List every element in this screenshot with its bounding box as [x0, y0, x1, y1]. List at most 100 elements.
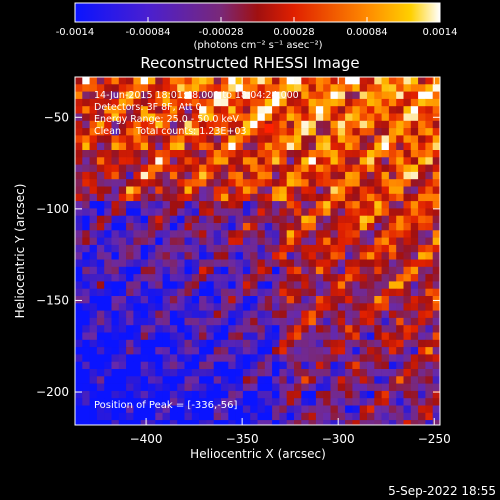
heatmap-cell	[345, 150, 353, 158]
heatmap-cell	[104, 332, 112, 341]
heatmap-cell	[206, 223, 214, 231]
heatmap-cell	[82, 303, 90, 311]
y-tick-label: −50	[44, 110, 69, 124]
heatmap-cell	[330, 252, 339, 260]
heatmap-cell	[235, 77, 244, 85]
heatmap-cell	[162, 296, 171, 304]
heatmap-cell	[367, 274, 375, 282]
heatmap-cell	[148, 303, 156, 311]
heatmap-cell	[396, 390, 404, 399]
heatmap-cell	[315, 296, 324, 304]
heatmap-cell	[279, 201, 287, 209]
colorbar-tick-label: 0.0014	[423, 27, 458, 38]
heatmap-cell	[388, 77, 397, 85]
heatmap-cell	[118, 347, 127, 355]
heatmap-cell	[206, 412, 214, 421]
heatmap-cell	[118, 274, 127, 282]
heatmap-cell	[118, 332, 127, 341]
heatmap-cell	[352, 288, 360, 297]
heatmap-cell	[396, 266, 404, 275]
heatmap-cell	[352, 157, 360, 165]
heatmap-cell	[96, 405, 105, 414]
heatmap-cell	[264, 398, 273, 406]
heatmap-cell	[432, 179, 440, 187]
heatmap-cell	[184, 274, 193, 282]
heatmap-cell	[206, 201, 214, 209]
heatmap-cell	[396, 230, 404, 238]
heatmap-cell	[388, 317, 397, 326]
heatmap-cell	[345, 128, 353, 136]
heatmap-cell	[104, 252, 112, 260]
heatmap-cell	[294, 230, 302, 238]
heatmap-cell	[177, 252, 185, 260]
heatmap-cell	[367, 361, 375, 370]
heatmap-cell	[140, 383, 149, 392]
heatmap-cell	[367, 412, 375, 421]
heatmap-cell	[169, 193, 178, 202]
heatmap-cell	[228, 369, 236, 377]
heatmap-cell	[352, 405, 360, 414]
heatmap-cell	[82, 332, 90, 341]
heatmap-cell	[104, 179, 112, 187]
heatmap-cell	[396, 383, 404, 392]
heatmap-cell	[425, 193, 433, 202]
heatmap-cell	[177, 171, 185, 180]
heatmap-cell	[111, 369, 120, 377]
heatmap-cell	[308, 193, 317, 202]
heatmap-cell	[155, 128, 163, 136]
heatmap-cell	[432, 266, 440, 275]
heatmap-cell	[199, 128, 207, 136]
heatmap-cell	[374, 288, 382, 297]
heatmap-cell	[162, 325, 171, 333]
heatmap-cell	[155, 77, 163, 85]
heatmap-cell	[396, 310, 404, 319]
heatmap-cell	[432, 296, 440, 304]
heatmap-cell	[111, 120, 120, 129]
heatmap-cell	[133, 354, 141, 362]
heatmap-cell	[213, 84, 222, 92]
heatmap-cell	[345, 339, 353, 348]
heatmap-cell	[242, 259, 251, 268]
heatmap-cell	[228, 288, 236, 297]
heatmap-cell	[82, 150, 90, 158]
heatmap-cell	[104, 405, 112, 414]
heatmap-cell	[235, 84, 244, 92]
heatmap-cell	[367, 354, 375, 362]
heatmap-cell	[104, 296, 112, 304]
heatmap-cell	[279, 266, 287, 275]
heatmap-cell	[162, 274, 171, 282]
heatmap-cell	[177, 208, 185, 216]
heatmap-cell	[126, 281, 134, 289]
heatmap-cell	[301, 325, 309, 333]
heatmap-cell	[162, 361, 171, 370]
heatmap-cell	[199, 390, 207, 399]
heatmap-cell	[308, 106, 317, 114]
heatmap-cell	[345, 383, 353, 392]
heatmap-cell	[381, 354, 390, 362]
heatmap-cell	[359, 223, 368, 231]
heatmap-cell	[177, 332, 185, 341]
heatmap-cell	[286, 171, 295, 180]
heatmap-cell	[432, 390, 440, 399]
heatmap-cell	[104, 128, 112, 136]
heatmap-cell	[104, 354, 112, 362]
heatmap-cell	[396, 215, 404, 224]
heatmap-cell	[89, 223, 98, 231]
heatmap-cell	[418, 376, 426, 384]
heatmap-cell	[359, 412, 368, 421]
heatmap-cell	[294, 354, 302, 362]
heatmap-cell	[257, 369, 266, 377]
heatmap-cell	[410, 91, 419, 100]
heatmap-cell	[118, 106, 127, 114]
heatmap-cell	[381, 237, 390, 246]
heatmap-cell	[82, 412, 90, 421]
heatmap-cell	[330, 215, 339, 224]
heatmap-cell	[169, 383, 178, 392]
heatmap-cell	[432, 201, 440, 209]
heatmap-cell	[118, 193, 127, 202]
heatmap-cell	[155, 84, 163, 92]
heatmap-cell	[177, 106, 185, 114]
heatmap-cell	[199, 325, 207, 333]
heatmap-cell	[104, 193, 112, 202]
heatmap-cell	[315, 150, 324, 158]
